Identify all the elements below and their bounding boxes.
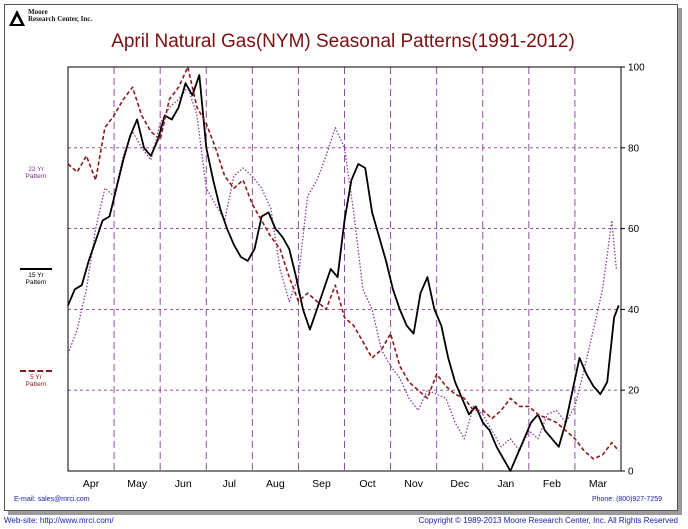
- x-tick-label-jan: Jan: [497, 478, 514, 490]
- legend-22yr-line2: Pattern: [25, 173, 47, 180]
- legend-5yr-line2: Pattern: [25, 381, 47, 388]
- footer-website[interactable]: Web-site: http://www.mrci.com/: [4, 516, 114, 525]
- series-line-5-yr-pattern: [67, 66, 620, 460]
- footer-copyright: Copyright © 1989-2013 Moore Research Cen…: [418, 516, 678, 525]
- x-tick-label-may: May: [127, 478, 148, 490]
- y-tick-label-0: 0: [628, 467, 634, 478]
- legend-15yr: 15 Yr Pattern: [12, 268, 60, 286]
- legend-15yr-line1: 15 Yr: [28, 272, 44, 279]
- legend-5yr-swatch: [20, 370, 52, 372]
- legend-22yr: 22 Yr Pattern: [12, 166, 60, 180]
- y-tick-label-3: 60: [628, 224, 640, 235]
- legend-15yr-line2: Pattern: [25, 279, 47, 286]
- x-tick-label-nov: Nov: [404, 478, 423, 490]
- x-tick-label-jun: Jun: [175, 478, 192, 490]
- x-tick-label-mar: Mar: [589, 478, 608, 490]
- y-tick-label-2: 40: [628, 305, 640, 316]
- footer-phone: Phone: (800)927-7259: [591, 496, 662, 503]
- chart-title: April Natural Gas(NYM) Seasonal Patterns…: [111, 31, 575, 52]
- x-tick-label-dec: Dec: [450, 478, 469, 490]
- logo-line1: Moore: [28, 8, 48, 16]
- series-line-22-yr-pattern: [67, 86, 618, 452]
- x-tick-label-oct: Oct: [359, 478, 375, 490]
- legend-22yr-line1: 22 Yr: [28, 166, 44, 173]
- y-tick-label-1: 20: [628, 386, 640, 397]
- chart-frame: [4, 4, 678, 511]
- y-tick-label-4: 80: [628, 143, 640, 154]
- legend-5yr: 5 Yr Pattern: [12, 370, 60, 388]
- x-tick-label-aug: Aug: [266, 478, 285, 490]
- footer-email[interactable]: E-mail: sales@mrci.com: [14, 496, 90, 503]
- x-tick-label-sep: Sep: [312, 478, 331, 490]
- logo-line2: Research Center, Inc.: [28, 15, 93, 23]
- x-tick-label-jul: Jul: [223, 478, 236, 490]
- plot-border: [67, 66, 622, 472]
- moore-logo-icon: [9, 10, 25, 26]
- moore-logo: Moore Research Center, Inc.: [8, 9, 92, 27]
- legend-5yr-line1: 5 Yr: [30, 374, 42, 381]
- x-tick-label-feb: Feb: [543, 478, 561, 490]
- x-tick-label-apr: Apr: [83, 478, 100, 490]
- series-line-15-yr-pattern: [67, 74, 620, 472]
- y-tick-label-5: 100: [628, 63, 645, 74]
- legend-15yr-swatch: [20, 268, 52, 270]
